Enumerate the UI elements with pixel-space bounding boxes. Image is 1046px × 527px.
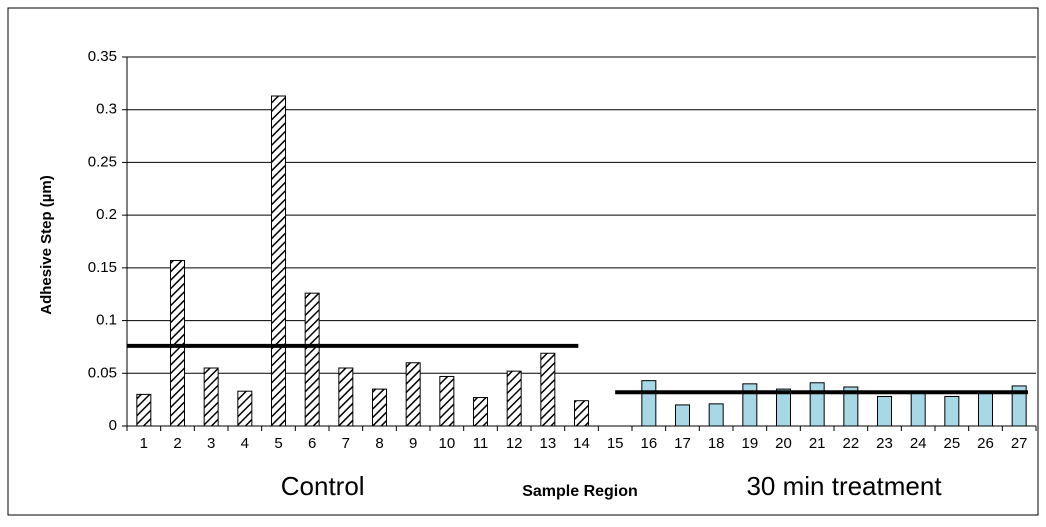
x-tick-label: 27 bbox=[1011, 435, 1028, 452]
x-tick-label: 9 bbox=[409, 435, 417, 452]
x-tick-label: 12 bbox=[506, 435, 523, 452]
x-tick-label: 26 bbox=[977, 435, 994, 452]
bar bbox=[473, 397, 488, 427]
x-tick-label: 3 bbox=[207, 435, 215, 452]
x-tick-label: 17 bbox=[674, 435, 691, 452]
y-tick-label: 0.15 bbox=[88, 259, 117, 276]
x-tick-label: 5 bbox=[274, 435, 282, 452]
bar bbox=[372, 388, 387, 427]
x-tick-label: 15 bbox=[607, 435, 624, 452]
x-tick-label: 18 bbox=[708, 435, 725, 452]
x-tick-label: 25 bbox=[943, 435, 960, 452]
x-tick-label: 19 bbox=[741, 435, 758, 452]
x-tick-label: 7 bbox=[342, 435, 350, 452]
bar bbox=[405, 362, 421, 427]
x-tick-label: 21 bbox=[809, 435, 826, 452]
bar bbox=[978, 392, 993, 427]
x-tick-label: 6 bbox=[308, 435, 316, 452]
bar bbox=[877, 395, 892, 427]
y-tick-label: 0 bbox=[109, 417, 117, 434]
bar bbox=[843, 386, 859, 427]
bar bbox=[910, 392, 926, 427]
bar bbox=[271, 95, 286, 427]
group-label: Control bbox=[281, 471, 365, 501]
x-tick-label: 24 bbox=[910, 435, 927, 452]
x-tick-label: 2 bbox=[173, 435, 181, 452]
bar bbox=[776, 388, 791, 427]
y-axis-label: Adhesive Step (µm) bbox=[38, 175, 55, 315]
bar bbox=[944, 395, 960, 427]
y-tick-label: 0.3 bbox=[96, 101, 117, 118]
y-tick-label: 0.25 bbox=[88, 153, 117, 170]
bar bbox=[540, 352, 556, 427]
bar bbox=[1011, 385, 1027, 427]
bar bbox=[641, 380, 657, 427]
x-tick-label: 4 bbox=[241, 435, 249, 452]
bar bbox=[708, 403, 724, 427]
group-label: 30 min treatment bbox=[746, 471, 942, 501]
x-tick-label: 1 bbox=[140, 435, 148, 452]
bar bbox=[439, 375, 455, 427]
bar bbox=[304, 292, 320, 427]
x-tick-label: 14 bbox=[573, 435, 590, 452]
bar bbox=[742, 383, 758, 427]
x-tick-label: 20 bbox=[775, 435, 792, 452]
x-tick-label: 8 bbox=[375, 435, 383, 452]
bar bbox=[203, 367, 219, 427]
x-axis-label: Sample Region bbox=[522, 483, 638, 500]
bar bbox=[237, 390, 253, 427]
x-tick-label: 11 bbox=[473, 435, 489, 452]
bar bbox=[338, 367, 354, 427]
y-tick-label: 0.2 bbox=[96, 206, 117, 223]
bar bbox=[136, 393, 152, 427]
y-tick-label: 0.05 bbox=[88, 364, 117, 381]
bar bbox=[574, 400, 589, 427]
x-tick-label: 10 bbox=[438, 435, 455, 452]
x-tick-label: 13 bbox=[539, 435, 556, 452]
y-tick-label: 0.35 bbox=[88, 48, 117, 65]
bar bbox=[170, 259, 185, 427]
bar bbox=[506, 370, 522, 427]
x-tick-label: 16 bbox=[640, 435, 657, 452]
y-tick-label: 0.1 bbox=[96, 312, 117, 329]
x-tick-label: 23 bbox=[876, 435, 893, 452]
x-tick-label: 22 bbox=[842, 435, 859, 452]
bar bbox=[809, 382, 825, 427]
bar bbox=[675, 404, 690, 427]
